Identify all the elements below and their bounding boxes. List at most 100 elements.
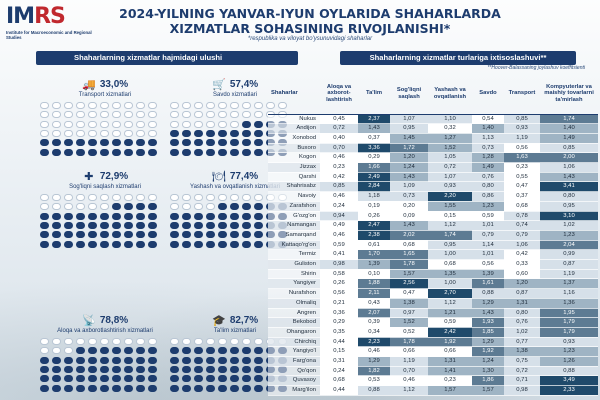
coefficient-cell: 2,33 (540, 385, 598, 396)
coefficient-cell: 1,61 (472, 278, 504, 290)
dot (40, 101, 49, 109)
coefficient-cell: 1,57 (472, 385, 504, 396)
coefficient-cell: 1,93 (472, 317, 504, 328)
coefficient-cell: 0,15 (428, 211, 472, 222)
dot (100, 222, 109, 230)
dot (88, 111, 97, 119)
coefficient-cell: 1,12 (428, 298, 472, 309)
table-row: Samarqand 0,46 2,38 2,02 1,74 0,79 0,79 1,23 (268, 230, 598, 241)
dot (218, 203, 227, 211)
dot (194, 193, 203, 201)
dot (52, 366, 61, 374)
dot (218, 384, 227, 392)
dot (40, 366, 49, 374)
dot (182, 130, 191, 138)
dot (76, 111, 85, 119)
dot (76, 203, 85, 211)
coefficient-cell: 1,26 (540, 356, 598, 367)
city-name: Jizzax (268, 162, 320, 173)
dot (230, 139, 239, 147)
dot (254, 120, 263, 128)
coefficient-cell: 1,38 (390, 298, 428, 309)
dot (100, 366, 109, 374)
table-row: Olmaliq 0,21 0,43 1,38 1,12 1,29 1,31 1,36 (268, 298, 598, 309)
coefficient-cell: 1,23 (540, 346, 598, 358)
dot (136, 375, 145, 383)
dot (52, 212, 61, 220)
coefficient-cell: 0,15 (320, 346, 358, 358)
coefficient-cell: 0,80 (472, 181, 504, 193)
antenna-icon: 📡 (81, 314, 96, 327)
coefficient-cell: 1,43 (540, 172, 598, 183)
dot (52, 130, 61, 138)
dot (194, 111, 203, 119)
dot (206, 111, 215, 119)
city-name: Chirchiq (268, 337, 320, 348)
coefficient-cell: 1,43 (390, 172, 428, 183)
dot (136, 120, 145, 128)
coefficient-cell: 2,02 (390, 230, 428, 241)
coefficient-cell: 0,32 (428, 123, 472, 134)
dot (52, 347, 61, 355)
coefficient-cell: 1,49 (540, 133, 598, 144)
dot (218, 111, 227, 119)
dot (88, 347, 97, 355)
coefficient-cell: 0,71 (504, 375, 540, 387)
dot (76, 337, 85, 345)
dot (254, 356, 263, 364)
dot (170, 222, 179, 230)
dot (194, 139, 203, 147)
dot-matrix (40, 101, 170, 156)
city-name: Zarafshon (268, 201, 320, 212)
dot (194, 148, 203, 156)
dot (136, 231, 145, 239)
dot (242, 111, 251, 119)
coefficient-cell: 0,68 (428, 259, 472, 270)
medical-cross-icon: ✚ (84, 170, 94, 183)
coefficient-cell: 0,23 (320, 162, 358, 173)
coefficient-cell: 0,93 (504, 123, 540, 134)
dot (112, 139, 121, 147)
coefficient-cell: 1,09 (390, 181, 428, 193)
coefficient-cell: 1,07 (428, 172, 472, 183)
column-header: Ta'lim (358, 74, 390, 115)
coefficient-cell: 0,55 (504, 172, 540, 183)
coefficient-cell: 0,29 (358, 152, 390, 164)
dot (206, 120, 215, 128)
coefficient-cell: 1,05 (428, 152, 472, 164)
dot (124, 148, 133, 156)
dot (136, 101, 145, 109)
coefficient-cell: 3,41 (540, 181, 598, 193)
dot (112, 222, 121, 230)
dot (136, 139, 145, 147)
dining-icon: 🍽 (211, 170, 226, 183)
coefficient-cell: 0,68 (320, 375, 358, 387)
city-name: Buxoro (268, 143, 320, 154)
share-percent: 77,4% (229, 170, 259, 182)
dot (148, 212, 157, 220)
dot (182, 366, 191, 374)
coefficient-cell: 0,78 (504, 211, 540, 222)
dot (194, 120, 203, 128)
coefficient-cell: 0,74 (504, 220, 540, 231)
table-row: Guliston 0,98 1,39 1,78 0,68 0,56 0,33 0,87 (268, 259, 598, 270)
dot (148, 139, 157, 147)
coefficient-cell: 1,74 (428, 230, 472, 241)
coefficient-cell: 2,07 (358, 308, 390, 319)
dot (194, 222, 203, 230)
column-header: Aloqa va axborot-lashtirish (320, 74, 358, 115)
coefficient-cell: 2,23 (358, 337, 390, 348)
dot (76, 193, 85, 201)
coefficient-cell: 1,02 (504, 327, 540, 338)
dot (194, 356, 203, 364)
dot (76, 148, 85, 156)
coefficient-cell: 1,92 (472, 346, 504, 358)
coefficient-cell: 1,29 (472, 298, 504, 309)
dot (218, 148, 227, 156)
coefficient-cell: 0,79 (472, 230, 504, 241)
coefficient-cell: 0,10 (358, 269, 390, 280)
dot (124, 111, 133, 119)
coefficient-cell: 0,98 (320, 259, 358, 270)
coefficient-cell: 0,59 (472, 211, 504, 222)
table-row: Nurafshon 0,56 2,11 0,47 2,70 0,88 0,87 1,16 (268, 288, 598, 299)
